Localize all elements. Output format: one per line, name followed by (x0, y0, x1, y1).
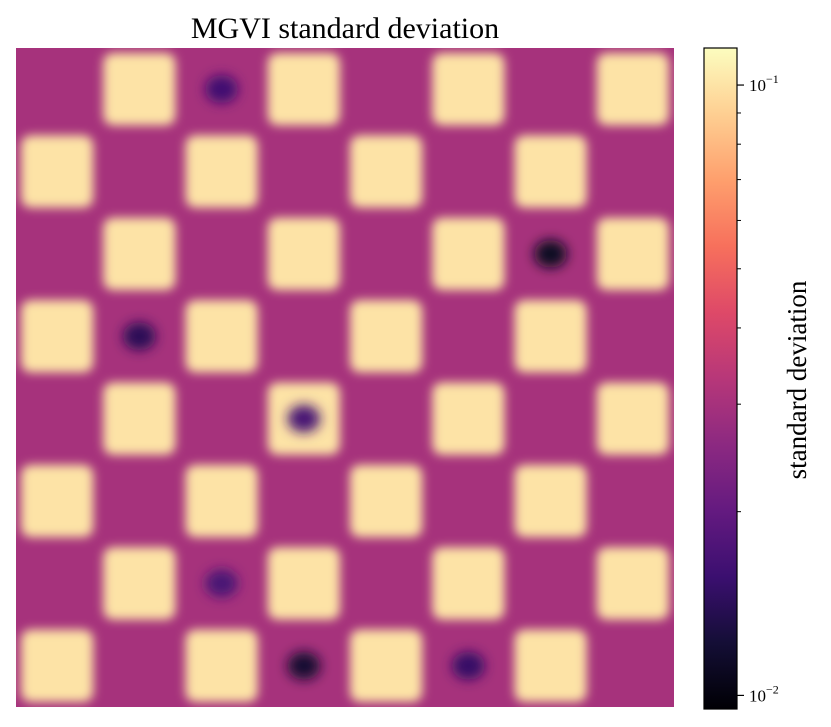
heatmap-cell-high (596, 217, 669, 291)
heatmap-cell-high (185, 464, 258, 538)
heatmap-cell-high (21, 464, 94, 538)
heatmap-cell-high (267, 53, 340, 126)
chart-title: MGVI standard deviation (191, 12, 499, 45)
heatmap-cell-high (432, 217, 505, 291)
heatmap-cell-high (432, 547, 505, 620)
heatmap-cell-high (103, 217, 176, 291)
heatmap-cell-high (514, 464, 587, 538)
heatmap-low-spot (534, 239, 568, 268)
heatmap-low-spot (205, 569, 239, 598)
heatmap-cell-high (267, 547, 340, 620)
colorbar-gradient (703, 47, 738, 710)
heatmap-cell-high (185, 135, 258, 208)
heatmap-cell-high (21, 629, 94, 702)
heatmap-cell-high (596, 53, 669, 126)
heatmap-cell-high (596, 547, 669, 620)
heatmap-low-spot (122, 322, 156, 351)
heatmap-cell-high (21, 300, 94, 373)
heatmap (16, 48, 674, 707)
heatmap-cell-high (185, 629, 258, 702)
heatmap-cell-high (514, 300, 587, 373)
heatmap-low-spot (287, 404, 321, 433)
heatmap-cell-high (350, 300, 423, 373)
colorbar-tick-label: 10−1 (749, 72, 779, 95)
colorbar-label: standard deviation (782, 280, 812, 479)
heatmap-cell-high (514, 629, 587, 702)
heatmap-cell-high (350, 464, 423, 538)
colorbar: 10−1 10−2 standard deviation (703, 47, 812, 710)
heatmap-cell-high (103, 547, 176, 620)
heatmap-cell-high (350, 629, 423, 702)
heatmap-low-spot (205, 75, 239, 104)
heatmap-cell-high (514, 135, 587, 208)
heatmap-cell-high (103, 53, 176, 126)
heatmap-cell-high (21, 135, 94, 208)
heatmap-cell-high (103, 382, 176, 455)
heatmap-cell-high (350, 135, 423, 208)
heatmap-cell-high (596, 382, 669, 455)
heatmap-low-spot (451, 651, 485, 680)
heatmap-cell-high (432, 53, 505, 126)
heatmap-cell-high (185, 300, 258, 373)
heatmap-cell-high (432, 382, 505, 455)
heatmap-cell-high (267, 217, 340, 291)
heatmap-low-spot (287, 651, 321, 680)
colorbar-tick-label: 10−2 (749, 682, 779, 705)
